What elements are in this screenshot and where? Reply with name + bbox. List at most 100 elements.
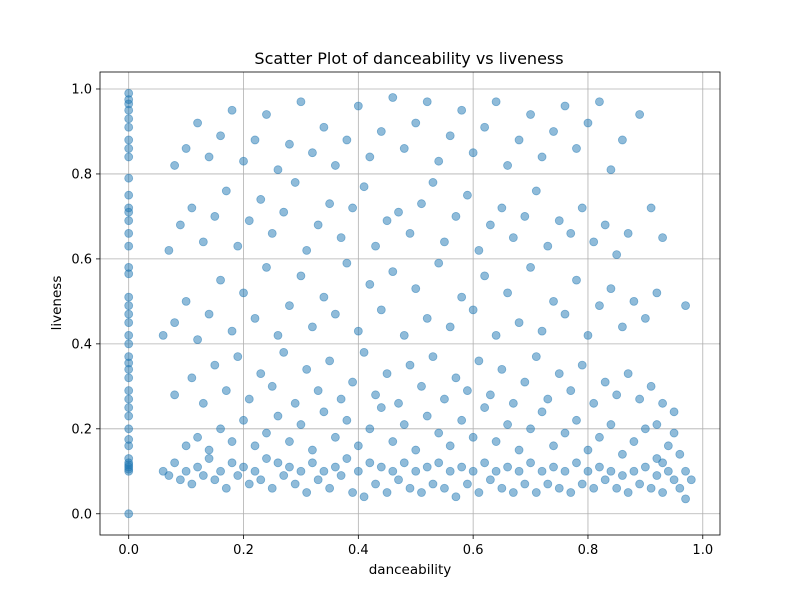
data-point — [595, 462, 604, 472]
data-point — [606, 165, 616, 175]
data-point — [170, 458, 180, 468]
data-point — [560, 466, 570, 476]
data-point — [595, 97, 604, 107]
data-point — [526, 424, 535, 434]
data-point — [468, 432, 478, 442]
data-point — [262, 454, 271, 463]
data-point — [480, 458, 490, 468]
data-point — [233, 352, 243, 362]
data-point — [371, 241, 380, 251]
data-point — [193, 335, 202, 345]
data-point — [589, 483, 599, 493]
data-point — [595, 432, 604, 442]
data-point — [554, 216, 564, 226]
x-tick-label: 1.0 — [692, 543, 713, 558]
data-point — [669, 475, 679, 485]
data-point — [187, 479, 197, 489]
data-point — [463, 386, 472, 395]
data-point — [623, 488, 633, 497]
data-point — [600, 220, 610, 230]
data-point — [250, 135, 260, 145]
data-point — [422, 97, 432, 107]
grid — [100, 72, 720, 535]
data-point — [577, 479, 587, 489]
data-point — [353, 101, 363, 111]
data-point — [319, 466, 329, 476]
x-tick-label: 0.0 — [118, 543, 139, 558]
data-point — [187, 203, 197, 213]
data-point — [485, 220, 495, 230]
data-point — [239, 156, 248, 166]
data-point — [250, 441, 260, 451]
data-point — [296, 420, 306, 429]
x-tick-label: 0.4 — [348, 543, 369, 558]
data-point — [204, 152, 214, 162]
data-point — [411, 118, 421, 128]
data-point — [629, 466, 639, 476]
data-point — [267, 229, 277, 238]
data-point — [583, 445, 593, 455]
x-axis-label: danceability — [369, 562, 452, 578]
data-point — [290, 479, 300, 489]
data-point — [124, 509, 134, 519]
data-point — [124, 216, 134, 226]
data-point — [359, 492, 369, 502]
data-point — [566, 229, 576, 238]
data-point — [204, 454, 214, 463]
data-point — [325, 483, 335, 493]
data-point — [124, 330, 134, 340]
data-point — [124, 352, 134, 362]
data-point — [239, 415, 248, 425]
data-point — [221, 186, 231, 196]
data-point — [290, 398, 300, 408]
data-point — [285, 462, 294, 472]
data-point — [480, 271, 490, 281]
data-point — [612, 483, 622, 493]
data-point — [405, 360, 415, 370]
data-point — [204, 309, 214, 319]
data-point — [336, 394, 346, 404]
data-point — [330, 432, 340, 442]
data-point — [233, 241, 243, 251]
data-point — [514, 466, 524, 476]
data-point — [164, 245, 174, 255]
data-point — [198, 237, 208, 247]
data-point — [187, 373, 197, 383]
data-points — [124, 88, 696, 519]
data-point — [359, 347, 369, 357]
data-point — [181, 144, 191, 153]
data-point — [250, 466, 260, 476]
data-point — [175, 220, 185, 230]
data-point — [124, 229, 134, 238]
data-point — [652, 288, 662, 298]
data-point — [635, 479, 645, 489]
data-point — [124, 339, 134, 349]
data-point — [313, 220, 323, 230]
data-point — [434, 258, 444, 268]
data-point — [216, 131, 225, 141]
data-point — [520, 212, 530, 221]
data-point — [227, 437, 237, 446]
data-point — [503, 288, 512, 298]
data-point — [279, 207, 289, 217]
data-point — [566, 386, 576, 395]
data-point — [319, 407, 329, 417]
data-point — [635, 110, 645, 119]
data-point — [440, 394, 449, 404]
data-point — [279, 471, 289, 480]
data-point — [124, 203, 134, 213]
data-point — [285, 437, 294, 446]
data-point — [124, 135, 134, 145]
data-point — [560, 101, 570, 111]
data-point — [124, 373, 134, 383]
data-point — [514, 135, 524, 145]
data-point — [382, 369, 392, 378]
data-point — [508, 398, 518, 408]
data-point — [572, 275, 581, 285]
data-point — [681, 301, 690, 311]
data-point — [124, 394, 134, 404]
data-point — [457, 415, 467, 425]
data-point — [256, 475, 266, 485]
data-point — [434, 458, 444, 468]
